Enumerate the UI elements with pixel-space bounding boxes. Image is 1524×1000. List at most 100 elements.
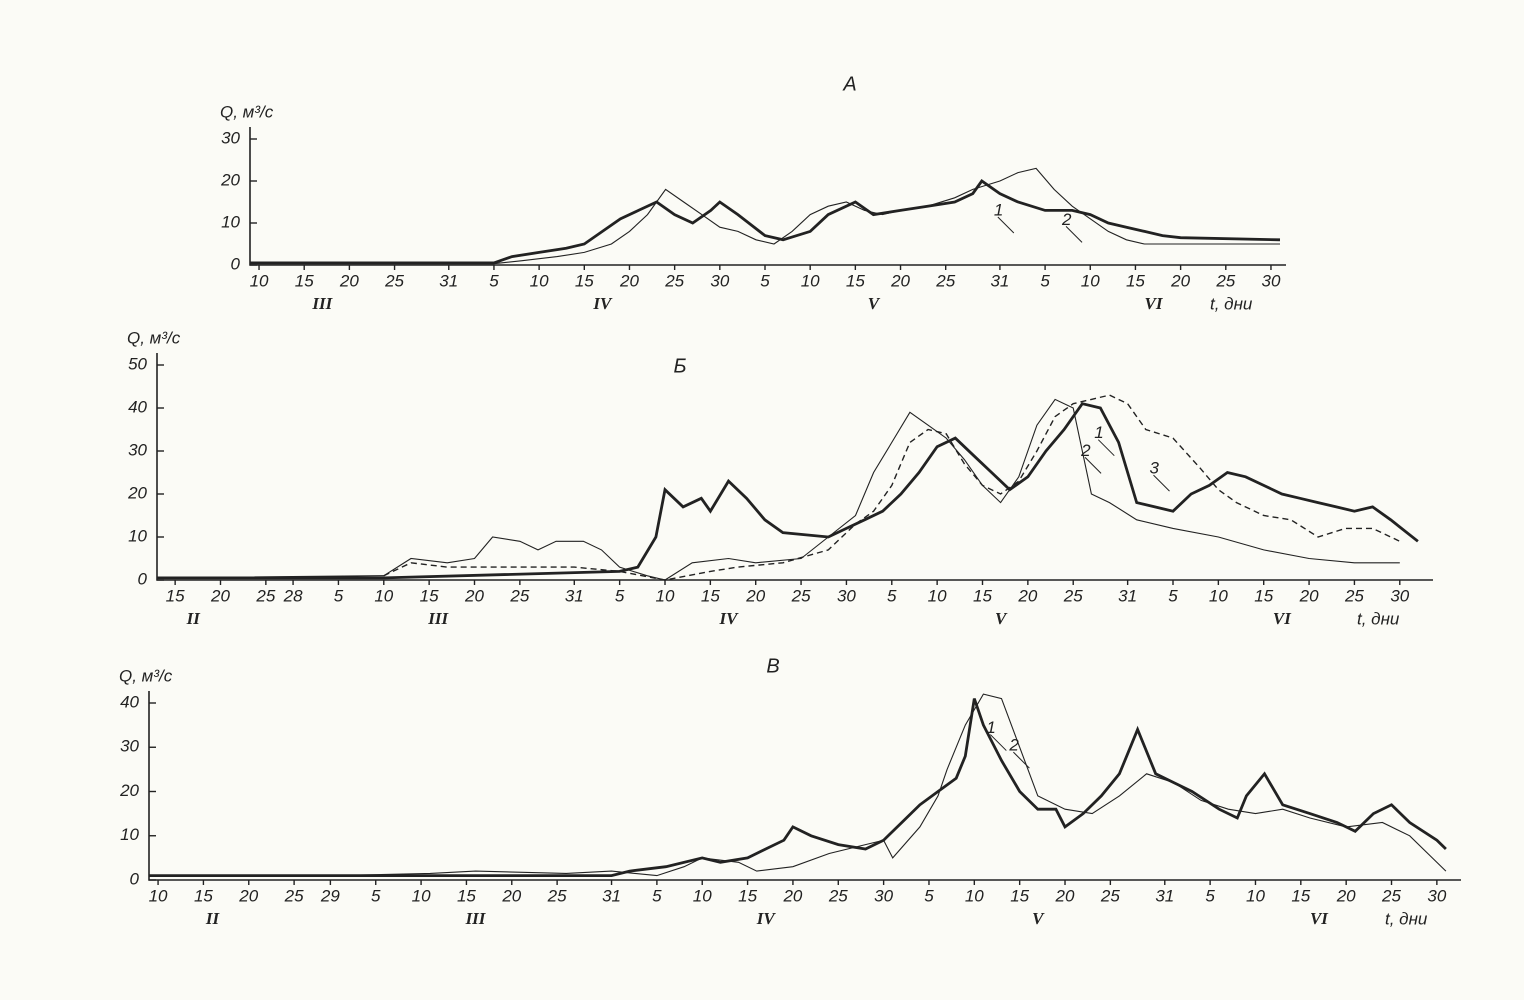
x-tick-label: 25 xyxy=(935,271,955,290)
x-tick-label: 10 xyxy=(1246,886,1265,905)
x-tick-label: 5 xyxy=(1205,886,1215,905)
chart-title: А xyxy=(842,73,856,95)
x-tick-label: 10 xyxy=(374,586,393,605)
x-tick-label: 5 xyxy=(371,886,381,905)
x-tick-label: 30 xyxy=(874,886,893,905)
month-label: VI xyxy=(1310,909,1329,928)
x-tick-label: 25 xyxy=(1215,271,1235,290)
series-leader xyxy=(1084,457,1102,474)
x-tick-label: 28 xyxy=(283,586,303,605)
series-leader xyxy=(1097,439,1115,457)
y-tick-label: 50 xyxy=(128,354,147,373)
month-label: V xyxy=(995,609,1008,628)
x-tick-label: 5 xyxy=(1168,586,1178,605)
x-tick-label: 25 xyxy=(1100,886,1120,905)
x-tick-label: 20 xyxy=(745,586,765,605)
y-tick-label: 20 xyxy=(119,781,139,800)
y-tick-label: 10 xyxy=(128,526,147,545)
x-tick-label: 15 xyxy=(166,586,185,605)
x-tick-label: 10 xyxy=(965,886,984,905)
axes xyxy=(148,691,1461,881)
x-tick-label: 20 xyxy=(339,271,359,290)
x-tick-label: 31 xyxy=(565,586,584,605)
x-tick-label: 20 xyxy=(464,586,484,605)
x-tick-label: 10 xyxy=(928,586,947,605)
series-name: 1 xyxy=(1094,423,1103,442)
x-tick-label: 25 xyxy=(664,271,684,290)
x-tick-label: 15 xyxy=(194,886,213,905)
x-tick-label: 25 xyxy=(1344,586,1364,605)
x-tick-label: 20 xyxy=(1299,586,1319,605)
x-tick-label: 15 xyxy=(1291,886,1310,905)
series-line xyxy=(250,167,1280,265)
x-tick-label: 30 xyxy=(837,586,856,605)
x-tick-label: 20 xyxy=(1017,586,1037,605)
series-line xyxy=(149,693,1447,877)
x-tick-label: 10 xyxy=(1081,271,1100,290)
x-tick-label: 31 xyxy=(602,886,621,905)
x-tick-label: 10 xyxy=(149,886,168,905)
y-tick-label: 10 xyxy=(221,212,240,231)
series-name: 2 xyxy=(1080,441,1091,460)
x-tick-label: 20 xyxy=(238,886,258,905)
y-tick-label: 40 xyxy=(128,397,147,416)
y-axis-label: Q, м³/с xyxy=(119,666,173,685)
x-axis-label: t, дни xyxy=(1385,909,1428,928)
x-tick-label: 15 xyxy=(295,271,314,290)
chart-title: В xyxy=(766,655,779,677)
series-leader xyxy=(1065,226,1083,243)
x-tick-label: 30 xyxy=(1390,586,1409,605)
series-leader xyxy=(997,216,1015,234)
series-leader xyxy=(989,734,1007,751)
x-tick-label: 15 xyxy=(846,271,865,290)
x-tick-label: 30 xyxy=(710,271,729,290)
x-axis-label: t, дни xyxy=(1210,294,1253,313)
y-tick-label: 30 xyxy=(221,128,240,147)
x-tick-label: 10 xyxy=(412,886,431,905)
x-tick-label: 15 xyxy=(420,586,439,605)
y-tick-label: 30 xyxy=(120,737,139,756)
month-label: IV xyxy=(719,609,740,628)
x-tick-label: 20 xyxy=(1170,271,1190,290)
y-axis-label: Q, м³/с xyxy=(220,102,274,121)
x-tick-label: 5 xyxy=(924,886,934,905)
x-tick-label: 5 xyxy=(760,271,770,290)
x-tick-label: 20 xyxy=(619,271,639,290)
month-label: II xyxy=(205,909,221,928)
y-tick-label: 40 xyxy=(120,692,139,711)
series-leader xyxy=(1013,751,1030,769)
x-tick-label: 20 xyxy=(210,586,230,605)
x-tick-label: 25 xyxy=(1063,586,1083,605)
series-line xyxy=(250,179,1281,265)
x-tick-label: 15 xyxy=(1254,586,1273,605)
x-tick-label: 25 xyxy=(828,886,848,905)
series-name: 2 xyxy=(1061,210,1072,229)
month-label: V xyxy=(868,294,881,313)
x-tick-label: 20 xyxy=(782,886,802,905)
x-tick-label: 20 xyxy=(890,271,910,290)
month-label: V xyxy=(1032,909,1045,928)
series-name: 1 xyxy=(986,718,995,737)
series-line xyxy=(156,398,1400,581)
x-tick-label: 15 xyxy=(701,586,720,605)
chart-title: Б xyxy=(673,355,686,377)
x-tick-label: 25 xyxy=(1381,886,1401,905)
x-tick-label: 5 xyxy=(615,586,625,605)
x-tick-label: 15 xyxy=(1126,271,1145,290)
x-tick-label: 10 xyxy=(801,271,820,290)
x-tick-label: 31 xyxy=(1118,586,1137,605)
x-tick-label: 5 xyxy=(1040,271,1050,290)
x-tick-label: 30 xyxy=(1427,886,1446,905)
month-label: II xyxy=(186,609,202,628)
x-tick-label: 25 xyxy=(284,886,304,905)
y-axis-label: Q, м³/с xyxy=(127,328,181,347)
y-tick-label: 0 xyxy=(138,569,148,588)
x-tick-label: 15 xyxy=(738,886,757,905)
x-tick-label: 25 xyxy=(255,586,275,605)
month-label: VI xyxy=(1145,294,1164,313)
x-tick-label: 31 xyxy=(1155,886,1174,905)
x-tick-label: 15 xyxy=(575,271,594,290)
month-label: III xyxy=(465,909,487,928)
month-label: IV xyxy=(756,909,777,928)
